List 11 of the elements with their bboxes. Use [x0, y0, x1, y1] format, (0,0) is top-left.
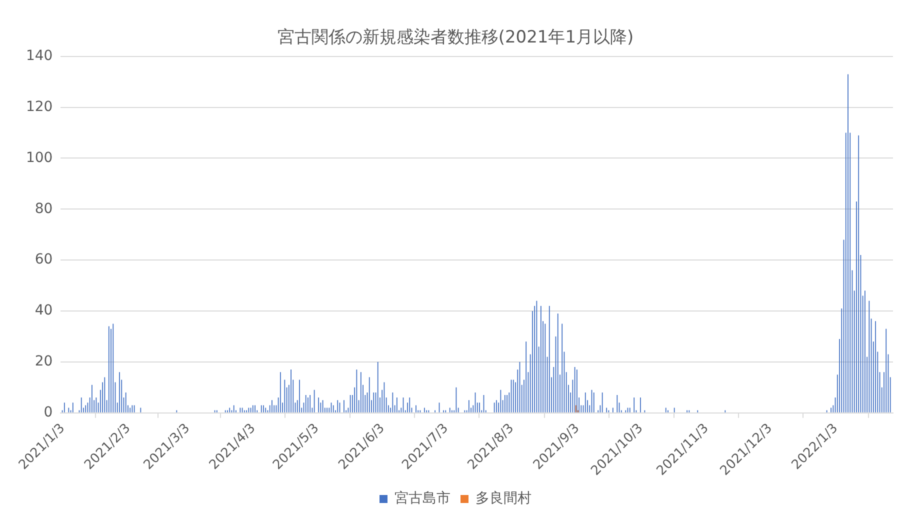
- chart-title: 宮古関係の新規感染者数推移(2021年1月以降): [277, 28, 634, 48]
- y-tick-label: 120: [26, 98, 53, 115]
- y-tick-label: 20: [34, 354, 53, 370]
- y-tick-label: 140: [26, 48, 53, 64]
- y-tick-label: 40: [34, 302, 53, 319]
- legend-label: 宮古島市: [394, 490, 450, 507]
- y-tick-label: 60: [34, 252, 53, 268]
- legend-label: 多良間村: [476, 490, 532, 507]
- y-tick-label: 80: [34, 200, 53, 217]
- y-tick-label: 100: [26, 150, 53, 166]
- y-tick-label: 0: [44, 404, 53, 420]
